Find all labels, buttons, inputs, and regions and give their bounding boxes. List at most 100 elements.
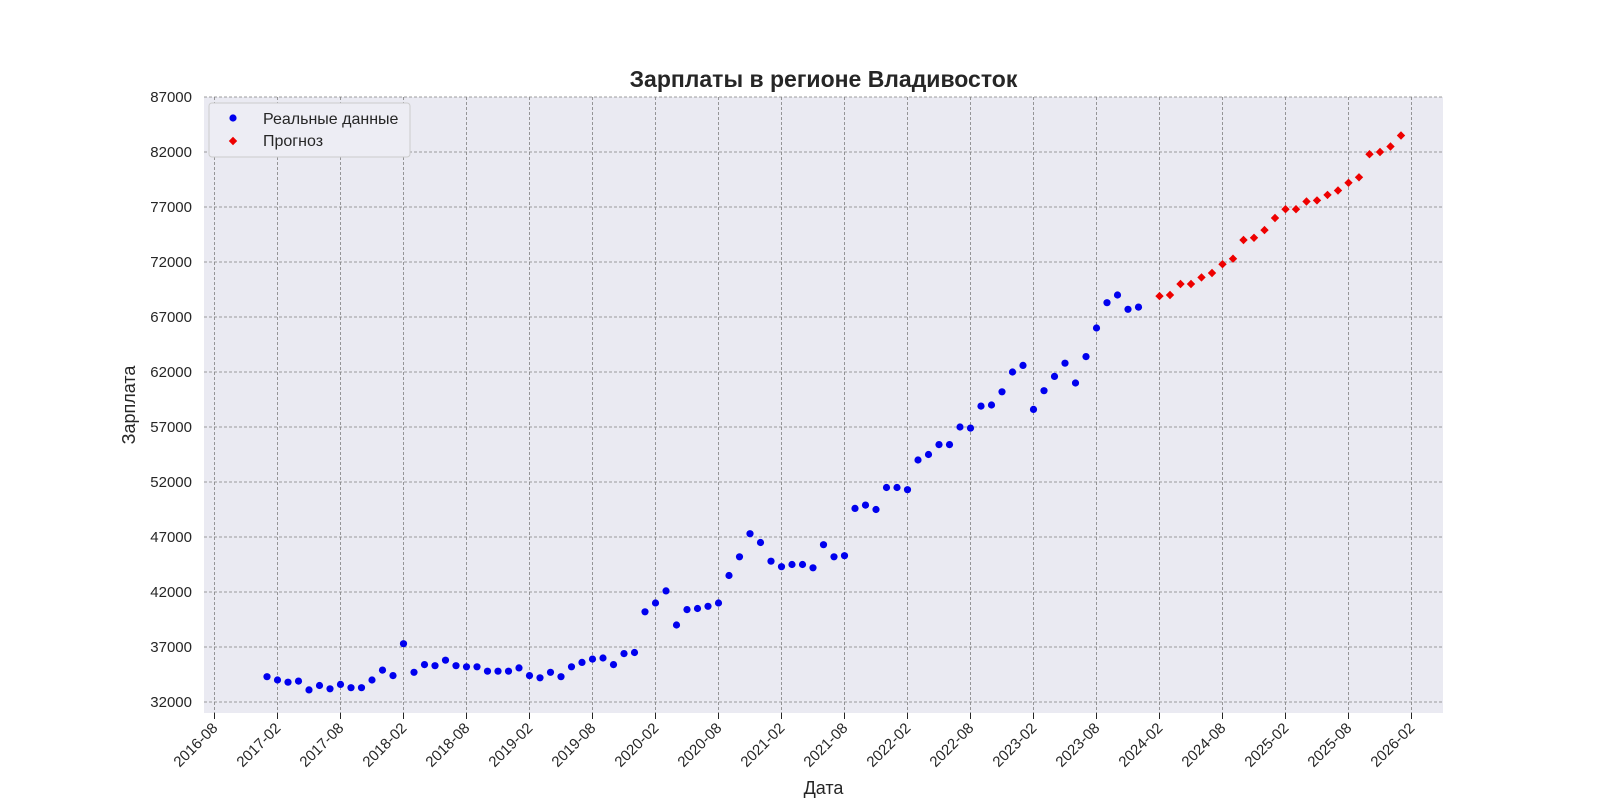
- actual-data-point: [1050, 372, 1059, 380]
- forecast-data-point: [1323, 190, 1332, 200]
- forecast-data-point: [1218, 260, 1227, 269]
- actual-data-point: [809, 564, 817, 572]
- actual-data-point: [1134, 303, 1143, 311]
- y-tick-label: 82000: [150, 144, 192, 161]
- forecast-data-point: [1302, 197, 1311, 206]
- actual-data-point: [1082, 353, 1090, 361]
- actual-data-point: [1113, 291, 1122, 299]
- forecast-data-point: [1270, 213, 1280, 223]
- actual-data-point: [903, 486, 912, 494]
- actual-data-point: [1061, 359, 1069, 367]
- actual-data-point: [599, 654, 607, 662]
- y-tick-label: 42000: [150, 584, 192, 601]
- actual-data-point: [935, 441, 943, 449]
- x-tick-label: 2021-02: [737, 720, 788, 771]
- data-points: [263, 131, 1406, 694]
- actual-data-point: [840, 552, 849, 560]
- forecast-data-point: [1239, 235, 1248, 245]
- actual-data-point: [1029, 405, 1038, 413]
- forecast-data-point: [1197, 273, 1206, 282]
- forecast-data-point: [1354, 173, 1364, 182]
- actual-data-point: [977, 402, 985, 410]
- x-tick-label: 2020-08: [674, 720, 725, 771]
- x-axis-ticks: 2016-08 2017-02 2017-08 2018-02 2018-08 2019-…: [170, 713, 1418, 771]
- actual-data-point: [788, 560, 796, 569]
- actual-data-point: [830, 553, 838, 561]
- actual-data-point: [431, 662, 439, 670]
- y-tick-label: 67000: [150, 309, 192, 326]
- y-tick-label: 37000: [150, 639, 192, 656]
- x-tick-label: 2018-02: [359, 720, 410, 771]
- actual-data-point: [378, 666, 387, 674]
- y-tick-label: 32000: [150, 694, 192, 711]
- y-axis-title: Зарплата: [119, 365, 139, 445]
- y-tick-label: 47000: [150, 529, 192, 546]
- actual-data-point: [420, 661, 429, 669]
- actual-data-point: [735, 553, 744, 561]
- actual-data-point: [756, 538, 765, 547]
- x-tick-label: 2017-08: [296, 720, 347, 771]
- actual-data-point: [851, 504, 859, 512]
- forecast-data-point: [1386, 142, 1395, 151]
- x-tick-label: 2026-02: [1367, 720, 1418, 771]
- forecast-data-point: [1365, 150, 1374, 159]
- actual-data-point: [546, 668, 555, 676]
- y-tick-label: 72000: [150, 254, 192, 271]
- actual-data-point: [924, 450, 933, 459]
- forecast-data-point: [1249, 233, 1259, 242]
- x-tick-label: 2018-08: [422, 720, 473, 771]
- actual-data-point: [473, 663, 481, 671]
- x-tick-label: 2025-08: [1304, 720, 1355, 771]
- x-tick-label: 2024-02: [1115, 720, 1166, 771]
- actual-data-point: [704, 602, 712, 610]
- legend-marker-forecast: [228, 136, 238, 146]
- actual-data-point: [725, 571, 733, 580]
- actual-data-point: [462, 663, 471, 671]
- actual-data-point: [504, 667, 513, 675]
- legend-marker-actual: [229, 114, 237, 122]
- actual-data-point: [1124, 305, 1132, 313]
- actual-data-point: [410, 668, 418, 676]
- actual-data-point: [966, 424, 975, 432]
- actual-data-point: [987, 401, 996, 409]
- actual-data-point: [872, 505, 880, 514]
- actual-data-point: [1071, 379, 1080, 387]
- legend-label-forecast: Прогноз: [263, 133, 323, 150]
- actual-data-point: [630, 648, 639, 657]
- actual-data-point: [336, 680, 345, 689]
- forecast-data-point: [1228, 254, 1238, 263]
- actual-data-point: [956, 423, 964, 431]
- forecast-data-point: [1344, 178, 1353, 187]
- x-tick-label: 2022-08: [926, 720, 977, 771]
- actual-data-point: [914, 456, 922, 464]
- x-tick-label: 2017-02: [233, 720, 284, 771]
- actual-data-point: [326, 685, 334, 693]
- actual-data-point: [746, 530, 754, 538]
- actual-data-point: [641, 608, 649, 616]
- actual-data-point: [714, 599, 723, 607]
- x-tick-label: 2022-02: [863, 720, 914, 771]
- actual-data-point: [683, 606, 691, 614]
- actual-data-point: [389, 672, 397, 680]
- actual-data-point: [483, 667, 492, 675]
- actual-data-point: [1092, 324, 1101, 332]
- actual-data-point: [536, 674, 544, 682]
- forecast-data-point: [1333, 186, 1343, 195]
- actual-data-point: [494, 667, 502, 675]
- actual-data-point: [1019, 361, 1027, 369]
- forecast-data-point: [1396, 131, 1406, 140]
- actual-data-point: [620, 650, 628, 658]
- actual-data-point: [515, 664, 523, 672]
- actual-data-point: [263, 673, 271, 681]
- actual-data-point: [1040, 387, 1048, 395]
- grid-lines: [204, 96, 1443, 713]
- y-tick-label: 62000: [150, 364, 192, 381]
- actual-data-point: [399, 640, 408, 648]
- actual-data-point: [998, 388, 1006, 396]
- actual-data-point: [294, 677, 303, 685]
- actual-data-point: [452, 662, 460, 670]
- x-tick-label: 2020-02: [611, 720, 662, 771]
- forecast-data-point: [1312, 196, 1322, 205]
- actual-data-point: [305, 686, 313, 694]
